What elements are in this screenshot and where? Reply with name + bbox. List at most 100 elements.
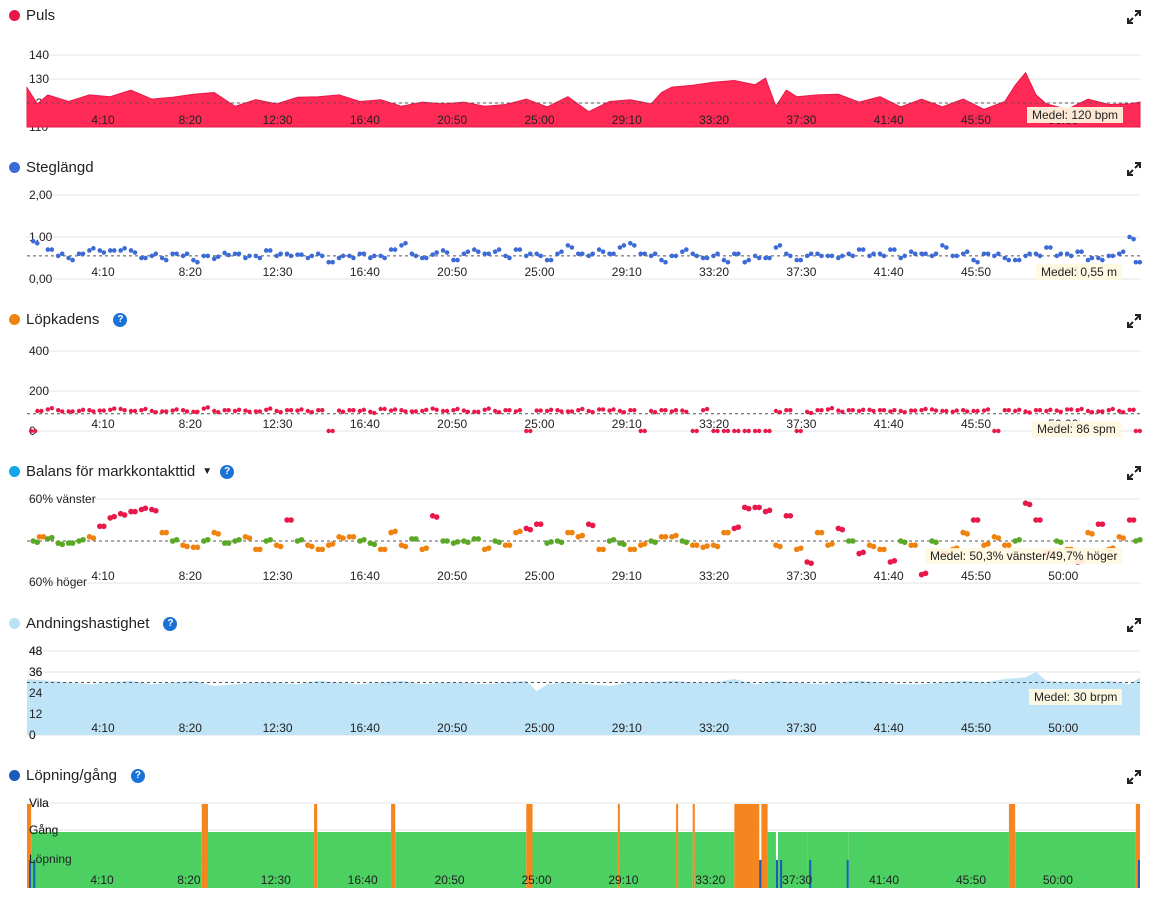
- andning-chart[interactable]: 4836241204836241204:108:2012:3016:4020:5…: [0, 608, 1159, 760]
- steglangd-point: [399, 243, 404, 248]
- steglangd-point: [143, 255, 148, 261]
- steglangd-point: [840, 253, 845, 259]
- activity-segment: [314, 804, 318, 888]
- balans-point: [704, 543, 710, 549]
- y-tick-label: 12: [29, 707, 43, 721]
- balans-point: [579, 532, 586, 539]
- steglangd-point: [638, 251, 644, 257]
- help-icon[interactable]: ?: [163, 616, 178, 631]
- balans-point: [329, 541, 336, 547]
- expand-icon[interactable]: [1127, 10, 1141, 24]
- expand-icon[interactable]: [1127, 466, 1141, 480]
- lopkadens-point: [87, 408, 92, 413]
- lopkadens-point: [1012, 408, 1018, 414]
- balans-dot-icon: [9, 466, 20, 477]
- lopkadens-point: [268, 406, 273, 411]
- lopkadens-point: [372, 410, 377, 416]
- x-tick-label: 8:20: [179, 265, 203, 279]
- lopkadens-point: [804, 409, 810, 414]
- steglangd-point: [544, 257, 550, 263]
- dropdown-caret-icon[interactable]: ▼: [202, 466, 213, 477]
- lopkadens-point: [160, 409, 165, 414]
- y-tick-label: Vila: [29, 796, 49, 810]
- steglangd-chart[interactable]: 2,001,000,00 4:10 8:20 12:30 16:40 20:50 25:00…: [0, 152, 1159, 304]
- lopkadens-point: [617, 408, 623, 414]
- steglangd-point: [299, 252, 304, 257]
- steglangd-point: [617, 245, 623, 250]
- lopkadens-point: [596, 407, 602, 412]
- expand-icon[interactable]: [1127, 314, 1141, 328]
- expand-icon[interactable]: [1127, 618, 1141, 632]
- lopkadens-point: [732, 428, 737, 434]
- activity-segment: [761, 804, 768, 888]
- help-icon[interactable]: ?: [113, 312, 128, 327]
- puls-chart[interactable]: 1401301201104:108:2012:3016:4020:5025:00…: [0, 0, 1159, 152]
- lopkadens-point: [773, 408, 779, 414]
- lopkadens-point: [1137, 428, 1143, 434]
- balans-point: [346, 534, 353, 540]
- lopkadens-point: [392, 407, 398, 412]
- help-icon[interactable]: ?: [220, 464, 235, 479]
- steglangd-average-label: Medel: 0,55 m: [1036, 264, 1123, 280]
- lopkadens-point: [232, 408, 238, 414]
- x-tick-label: 25:00: [524, 113, 554, 127]
- x-tick-label: 25:00: [524, 721, 554, 735]
- steglangd-point: [808, 251, 814, 257]
- x-tick-label: 20:50: [437, 417, 467, 431]
- lopkadens-point: [274, 408, 279, 414]
- lopkadens-point: [1027, 410, 1032, 415]
- steglangd-point: [565, 243, 571, 248]
- lopkadens-point: [856, 408, 862, 414]
- lopkadens-point: [1068, 407, 1074, 412]
- x-tick-label: 45:50: [961, 113, 991, 127]
- lopkadens-point: [808, 410, 814, 416]
- balans-point: [471, 536, 478, 542]
- x-tick-label: 4:10: [91, 569, 115, 583]
- lopkadens-point: [347, 408, 352, 413]
- lopkadens-chart[interactable]: 40020004:108:2012:3016:4020:5025:0029:10…: [0, 304, 1159, 456]
- lopkadens-point: [382, 406, 387, 412]
- steglangd-point: [315, 251, 321, 257]
- balans-point: [34, 539, 41, 546]
- steglangd-point: [933, 251, 939, 257]
- x-tick-label: 4:10: [91, 265, 115, 279]
- steglangd-point: [486, 251, 491, 257]
- lopkadens-point: [746, 428, 751, 434]
- steglangd-point: [559, 249, 564, 254]
- activity-segment: [678, 832, 693, 888]
- running-mark: [33, 860, 36, 888]
- lopkadens-point: [1002, 408, 1007, 413]
- balans-point: [315, 546, 322, 553]
- steglangd-point: [732, 251, 737, 257]
- steglangd-point: [596, 247, 602, 252]
- expand-icon[interactable]: [1127, 162, 1141, 176]
- steglangd-point: [423, 255, 429, 261]
- x-tick-label: 8:20: [179, 417, 203, 431]
- balans-point: [475, 536, 482, 542]
- activity-segment: [676, 804, 679, 888]
- balans-point: [40, 534, 47, 540]
- steglangd-point: [340, 253, 346, 259]
- steglangd-point: [721, 257, 727, 263]
- balans-point: [142, 505, 149, 512]
- balans-point: [1126, 517, 1133, 523]
- steglangd-point: [621, 243, 627, 248]
- lopkadens-point: [815, 408, 820, 413]
- lopkadens-point: [628, 408, 633, 413]
- help-icon[interactable]: ?: [130, 768, 145, 783]
- lopning-chart[interactable]: VilaGångLöpningVilaGångLöpning4:108:2012…: [0, 760, 1159, 905]
- lopkadens-point: [1079, 406, 1084, 412]
- x-tick-label: 29:10: [612, 569, 642, 583]
- lopkadens-point: [788, 408, 793, 413]
- lopkadens-point: [742, 428, 747, 434]
- lopkadens-point: [66, 409, 71, 414]
- steglangd-point: [819, 253, 824, 259]
- lopkadens-point: [902, 410, 907, 415]
- expand-icon[interactable]: [1127, 770, 1141, 784]
- steglangd-point: [992, 253, 997, 259]
- balans-point: [485, 545, 492, 551]
- steglangd-point: [319, 253, 325, 259]
- y-tick-label: Löpning: [29, 852, 72, 866]
- balans-chart[interactable]: 60% vänster 60% höger 4:10 8:20 12:30 16:40 20…: [0, 456, 1159, 608]
- lopkadens-point: [600, 407, 606, 412]
